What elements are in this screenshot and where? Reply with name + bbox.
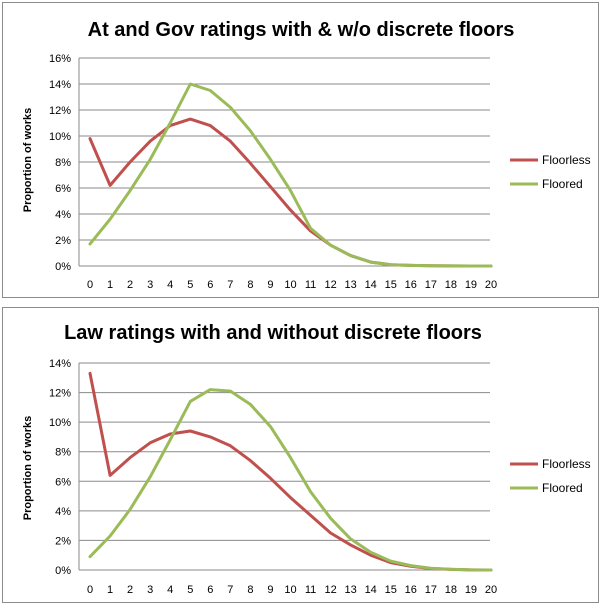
atgov-y-tick-label: 0% [55,261,71,273]
atgov-y-tick-label: 10% [49,131,71,143]
law-x-tick-label: 8 [247,584,253,596]
atgov-y-tick-label: 12% [49,105,71,117]
atgov-x-tick-label: 10 [284,279,296,291]
atgov-x-tick-label: 20 [485,279,497,291]
law-x-tick-label: 9 [267,584,273,596]
law-y-tick-label: 0% [55,565,71,577]
law-x-tick-label: 10 [284,584,296,596]
law-x-tick-label: 6 [207,584,213,596]
atgov-series-floored [88,82,493,268]
atgov-x-tick-label: 14 [365,279,377,291]
law-y-tick-label: 4% [55,506,71,518]
atgov-x-tick-label: 19 [465,279,477,291]
atgov-x-tick-label: 11 [305,279,316,291]
atgov-x-tick-label: 0 [87,279,93,291]
law-legend-label-floored: Floored [542,481,583,495]
atgov-x-tick-label: 6 [207,279,213,291]
atgov-legend-label-floorless: Floorless [542,153,591,167]
atgov-x-tick-label: 18 [445,279,457,291]
law-x-tick-label: 7 [227,584,233,596]
law-x-tick-label: 15 [385,584,397,596]
atgov-y-tick-label: 8% [55,157,71,169]
law-y-tick-label: 8% [55,447,71,459]
atgov-x-tick-label: 3 [147,279,153,291]
law-x-tick-label: 2 [127,584,133,596]
atgov-x-tick-label: 13 [345,279,357,291]
law-x-tick-label: 19 [465,584,477,596]
law-x-tick-label: 5 [187,584,193,596]
atgov-x-tick-label: 15 [385,279,397,291]
law-x-tick-label: 18 [445,584,457,596]
atgov-y-tick-label: 6% [55,183,71,195]
law-legend-label-floorless: Floorless [542,457,591,471]
law-x-tick-label: 20 [485,584,497,596]
law-x-tick-label: 0 [87,584,93,596]
law-x-tick-label: 14 [365,584,377,596]
atgov-chart-title: At and Gov ratings with & w/o discrete f… [88,19,515,41]
chart-law: Law ratings with and without discrete fl… [2,307,599,603]
law-x-tick-label: 1 [107,584,113,596]
law-chart-title: Law ratings with and without discrete fl… [64,322,482,344]
chart-at-gov-svg: At and Gov ratings with & w/o discrete f… [22,19,591,291]
atgov-y-tick-label: 14% [49,79,71,91]
law-x-tick-label: 16 [405,584,417,596]
atgov-x-tick-label: 5 [187,279,193,291]
law-x-tick-label: 12 [324,584,336,596]
atgov-x-tick-label: 9 [267,279,273,291]
law-x-tick-label: 11 [305,584,316,596]
law-x-tick-label: 4 [167,584,173,596]
atgov-x-tick-label: 1 [107,279,113,291]
law-y-tick-label: 10% [49,417,71,429]
atgov-x-tick-label: 7 [227,279,233,291]
law-x-tick-label: 13 [345,584,357,596]
law-y-tick-label: 6% [55,476,71,488]
law-x-tick-label: 3 [147,584,153,596]
chart-law-svg: Law ratings with and without discrete fl… [22,322,591,596]
law-x-tick-label: 17 [425,584,437,596]
chart-at-gov: At and Gov ratings with & w/o discrete f… [2,2,599,298]
atgov-legend-label-floored: Floored [542,177,583,191]
atgov-y-axis-label: Proportion of works [22,108,34,213]
atgov-x-tick-label: 8 [247,279,253,291]
law-y-tick-label: 2% [55,535,71,547]
atgov-x-tick-label: 12 [324,279,336,291]
atgov-x-tick-label: 2 [127,279,133,291]
atgov-y-tick-label: 4% [55,209,71,221]
atgov-y-tick-label: 16% [49,53,71,65]
law-y-axis-label: Proportion of works [22,416,34,521]
law-y-tick-label: 12% [49,388,71,400]
atgov-x-tick-label: 17 [425,279,437,291]
atgov-x-tick-label: 16 [405,279,417,291]
atgov-x-tick-label: 4 [167,279,173,291]
law-y-tick-label: 14% [49,358,71,370]
law-series-floored [88,388,493,572]
atgov-y-tick-label: 2% [55,235,71,247]
